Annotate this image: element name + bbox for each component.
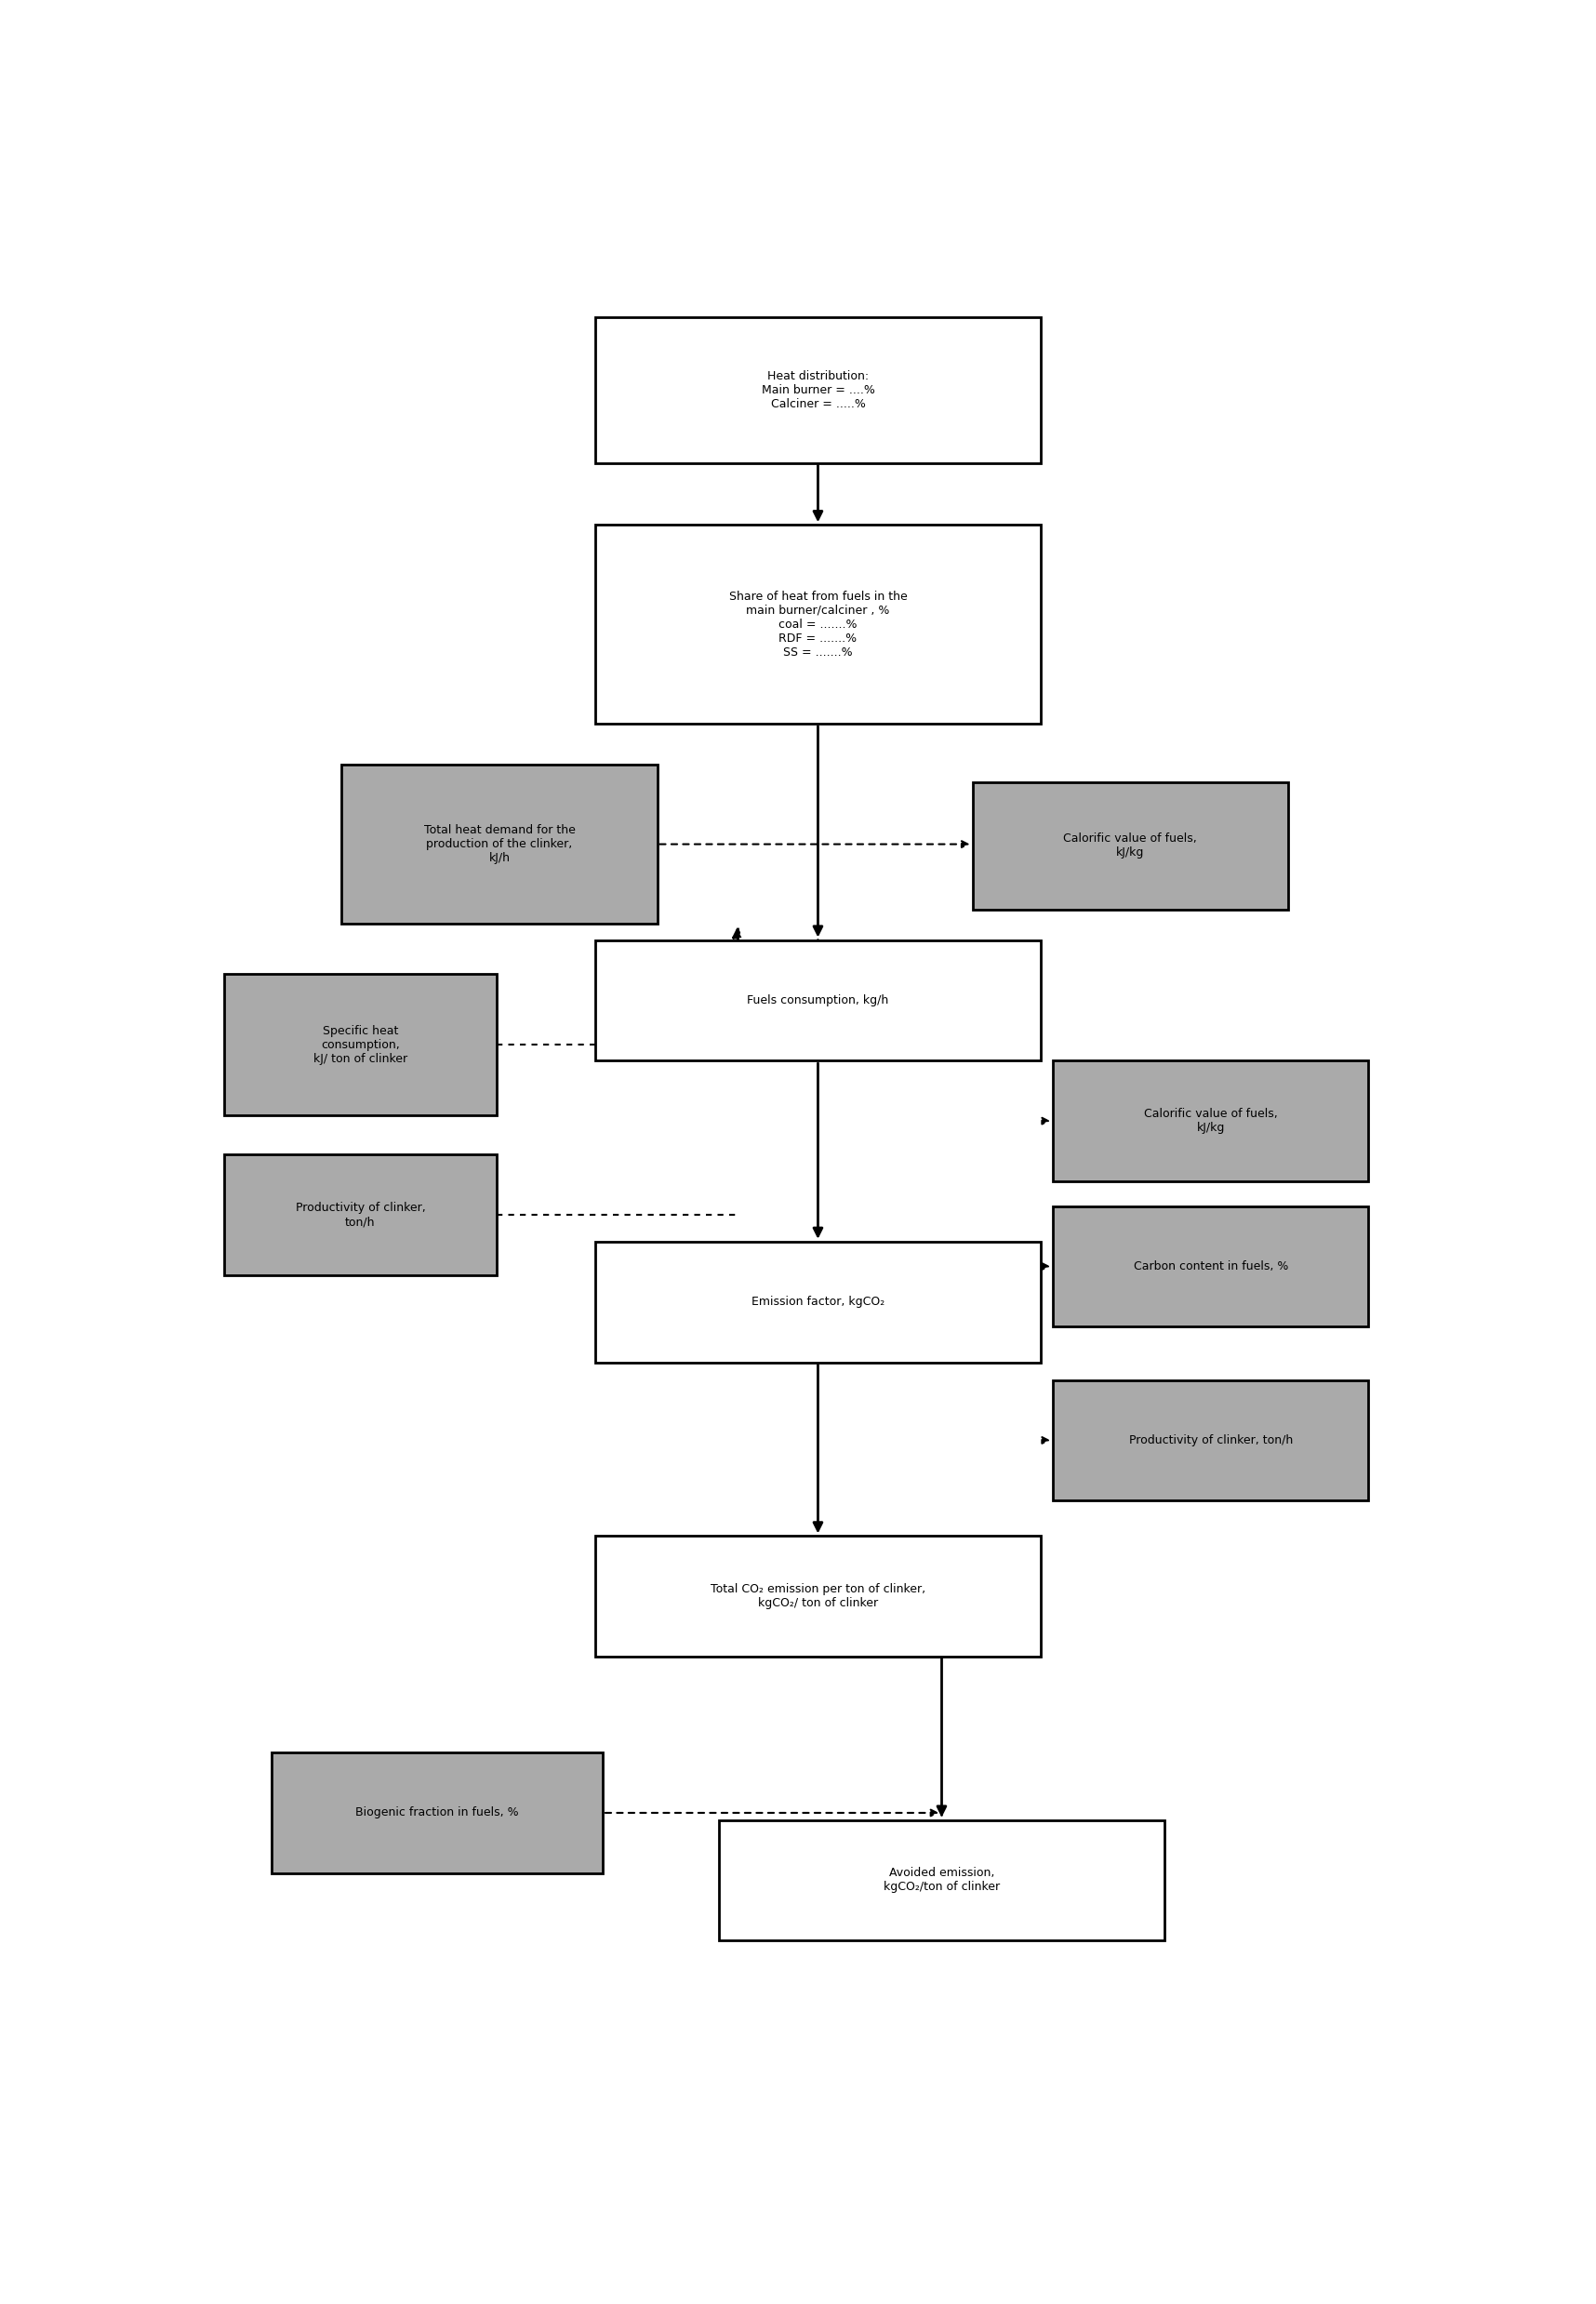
FancyBboxPatch shape [595,1242,1041,1362]
Text: Specific heat
consumption,
kJ/ ton of clinker: Specific heat consumption, kJ/ ton of cl… [313,1025,407,1064]
FancyBboxPatch shape [271,1753,603,1873]
Text: Total CO₂ emission per ton of clinker,
kgCO₂/ ton of clinker: Total CO₂ emission per ton of clinker, k… [710,1583,926,1610]
Text: Productivity of clinker, ton/h: Productivity of clinker, ton/h [1128,1433,1293,1447]
FancyBboxPatch shape [1053,1205,1368,1327]
FancyBboxPatch shape [595,1537,1041,1657]
FancyBboxPatch shape [972,781,1288,910]
Text: Biogenic fraction in fuels, %: Biogenic fraction in fuels, % [356,1806,519,1818]
FancyBboxPatch shape [223,1154,496,1276]
Text: Calorific value of fuels,
kJ/kg: Calorific value of fuels, kJ/kg [1063,834,1197,859]
Text: Total heat demand for the
production of the clinker,
kJ/h: Total heat demand for the production of … [423,825,575,864]
FancyBboxPatch shape [223,975,496,1115]
FancyBboxPatch shape [1053,1060,1368,1182]
Text: Emission factor, kgCO₂: Emission factor, kgCO₂ [752,1295,884,1309]
Text: Carbon content in fuels, %: Carbon content in fuels, % [1133,1260,1288,1272]
FancyBboxPatch shape [342,765,658,924]
Text: Avoided emission,
kgCO₂/ton of clinker: Avoided emission, kgCO₂/ton of clinker [884,1866,999,1894]
Text: Share of heat from fuels in the
main burner/calciner , %
coal = .......%
RDF = .: Share of heat from fuels in the main bur… [729,590,907,659]
Text: Productivity of clinker,
ton/h: Productivity of clinker, ton/h [295,1203,425,1228]
FancyBboxPatch shape [595,318,1041,463]
FancyBboxPatch shape [718,1820,1165,1940]
Text: Fuels consumption, kg/h: Fuels consumption, kg/h [747,995,889,1007]
Text: Calorific value of fuels,
kJ/kg: Calorific value of fuels, kJ/kg [1144,1108,1277,1134]
FancyBboxPatch shape [595,525,1041,723]
FancyBboxPatch shape [1053,1380,1368,1500]
Text: Heat distribution:
Main burner = ....%
Calciner = .....%: Heat distribution: Main burner = ....% C… [761,371,875,410]
FancyBboxPatch shape [595,940,1041,1060]
